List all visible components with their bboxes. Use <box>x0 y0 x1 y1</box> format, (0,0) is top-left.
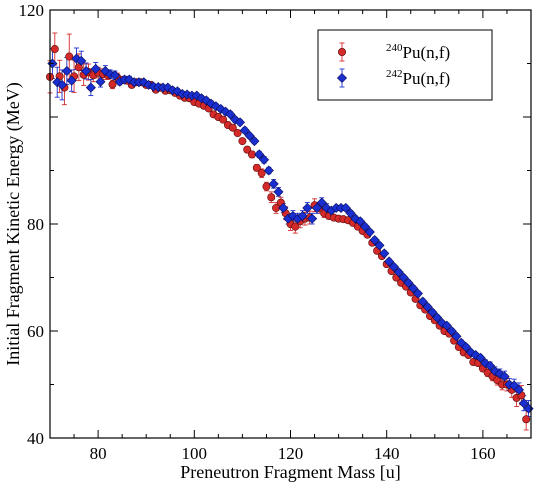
data-point-240pu <box>233 129 242 138</box>
x-tick-label: 140 <box>374 444 400 463</box>
data-point-242pu <box>451 331 462 342</box>
data-point-242pu <box>379 248 390 259</box>
data-point-242pu <box>254 149 265 160</box>
data-point-242pu <box>307 213 318 224</box>
data-point-242pu <box>446 325 457 337</box>
data-point-242pu <box>95 76 106 87</box>
data-point-242pu <box>436 317 448 328</box>
data-point-240pu <box>267 193 276 202</box>
data-point-240pu <box>522 415 531 424</box>
data-point-242pu <box>345 208 356 219</box>
data-point-242pu <box>234 117 246 128</box>
data-point-240pu <box>262 182 271 191</box>
data-point-242pu <box>61 65 72 77</box>
data-point-242pu <box>76 55 87 66</box>
data-point-242pu <box>355 216 366 227</box>
data-point-242pu <box>388 261 399 272</box>
data-point-242pu <box>513 384 524 395</box>
x-tick-label: 120 <box>278 444 304 463</box>
data-point-242pu <box>461 342 472 353</box>
data-point-242pu <box>71 53 82 64</box>
data-point-242pu <box>499 371 510 382</box>
x-tick-label: 100 <box>182 444 208 463</box>
data-point-242pu <box>90 63 101 74</box>
data-point-242pu <box>408 283 419 294</box>
data-point-242pu <box>109 70 120 81</box>
data-point-242pu <box>57 79 68 90</box>
y-tick-label: 60 <box>27 322 44 341</box>
data-point-242pu <box>523 403 534 414</box>
data-markers <box>45 45 534 424</box>
legend-box <box>317 29 493 101</box>
data-point-242pu <box>509 380 520 391</box>
data-point-242pu <box>249 136 260 147</box>
data-point-240pu <box>252 163 261 172</box>
data-point-242pu <box>225 109 236 120</box>
data-point-242pu <box>518 398 529 409</box>
data-point-240pu <box>74 63 83 72</box>
data-point-242pu <box>259 154 270 165</box>
data-point-242pu <box>287 210 298 221</box>
y-axis-label: Initial Fragment Kinetic Energy (MeV) <box>3 82 24 366</box>
y-tick-label: 80 <box>27 215 44 234</box>
data-point-242pu <box>422 301 433 312</box>
data-point-242pu <box>374 240 385 251</box>
data-point-242pu <box>427 307 438 318</box>
data-point-242pu <box>384 256 395 267</box>
data-point-242pu <box>485 360 496 371</box>
data-point-242pu <box>364 227 375 238</box>
data-point-242pu <box>302 202 313 213</box>
data-point-242pu <box>417 296 428 307</box>
data-point-242pu <box>263 165 274 176</box>
data-point-242pu <box>278 202 289 213</box>
axis-ticks: 80 100 120 140 160 40 60 80 120 <box>19 1 532 463</box>
data-point-242pu <box>244 130 255 141</box>
data-point-242pu <box>268 178 279 189</box>
data-point-242pu <box>297 210 308 221</box>
data-point-242pu <box>369 235 380 246</box>
data-point-240pu <box>65 52 74 61</box>
data-point-240pu <box>50 45 59 54</box>
legend-marker-240pu <box>337 47 346 56</box>
data-point-242pu <box>239 125 250 136</box>
legend-label: 240Pu(n,f) <box>386 42 450 62</box>
data-point-240pu <box>238 137 247 146</box>
data-point-242pu <box>81 65 92 77</box>
data-point-242pu <box>206 98 217 109</box>
data-point-240pu <box>228 123 237 132</box>
data-point-242pu <box>66 75 77 86</box>
data-point-242pu <box>393 267 404 278</box>
x-axis-label: Preneutron Fragment Mass [u] <box>180 462 400 482</box>
data-point-242pu <box>340 202 351 213</box>
y-tick-label: 40 <box>27 429 44 448</box>
data-point-242pu <box>475 352 486 363</box>
legend-label: 242Pu(n,f) <box>386 68 450 88</box>
data-point-242pu <box>311 202 322 213</box>
data-point-242pu <box>273 186 284 197</box>
data-point-242pu <box>441 320 452 331</box>
data-point-242pu <box>316 197 327 208</box>
data-point-242pu <box>360 221 371 232</box>
x-tick-label: 80 <box>90 444 107 463</box>
data-point-242pu <box>85 82 96 93</box>
data-point-240pu <box>219 115 228 124</box>
data-point-240pu <box>243 145 252 154</box>
data-point-242pu <box>403 277 414 288</box>
data-point-240pu <box>257 169 266 178</box>
data-point-242pu <box>412 288 423 299</box>
data-point-242pu <box>398 272 409 283</box>
y-tick-label: 120 <box>19 1 45 20</box>
data-point-242pu <box>432 312 443 323</box>
data-point-240pu <box>108 80 117 89</box>
legend-marker-242pu <box>336 72 348 84</box>
x-tick-label: 160 <box>470 444 496 463</box>
data-point-242pu <box>494 368 505 379</box>
legend: 240Pu(n,f) 242Pu(n,f) <box>317 29 493 101</box>
data-point-240pu <box>291 222 300 231</box>
